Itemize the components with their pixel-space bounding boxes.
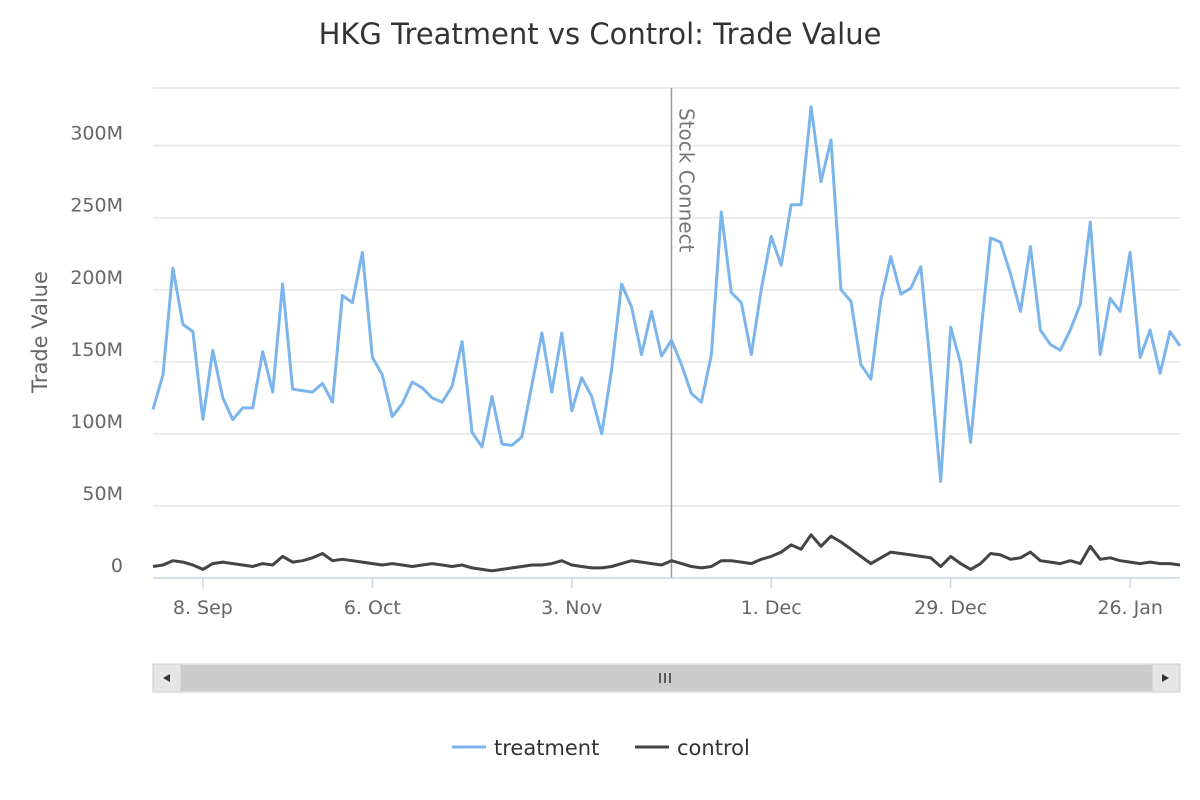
chart-title: HKG Treatment vs Control: Trade Value (319, 17, 882, 51)
x-tick-label: 26. Jan (1097, 597, 1163, 619)
scrollbar-grip-icon (659, 673, 671, 683)
x-tick-label: 6. Oct (344, 597, 401, 619)
y-axis-label: Trade Value (28, 271, 52, 394)
legend-label-control: control (677, 736, 750, 760)
y-tick-label: 100M (70, 411, 123, 433)
stock-connect-plot-line: Stock Connect (670, 88, 698, 578)
grid-lines (153, 87, 1180, 579)
y-tick-label: 250M (70, 195, 123, 217)
x-axis-ticks: 8. Sep 6. Oct 3. Nov 1. Dec 29. Dec 26. Jan (173, 578, 1163, 619)
chevron-right-icon (1162, 674, 1169, 682)
legend-label-treatment: treatment (494, 736, 599, 760)
navigator-scrollbar[interactable] (152, 663, 1181, 693)
y-tick-label: 50M (82, 483, 123, 505)
x-tick-label: 1. Dec (741, 597, 802, 619)
series-line-treatment[interactable] (151, 105, 1182, 483)
plot-line-label: Stock Connect (674, 108, 698, 253)
y-axis-ticks: 0 50M 100M 150M 200M 250M 300M (70, 123, 123, 577)
x-tick-label: 3. Nov (541, 597, 602, 619)
legend: treatment control (452, 736, 750, 760)
scrollbar-thumb[interactable] (181, 665, 1152, 691)
series-lines[interactable] (151, 105, 1182, 573)
y-tick-label: 150M (70, 339, 123, 361)
y-tick-label: 200M (70, 267, 123, 289)
y-tick-label: 300M (70, 123, 123, 145)
x-tick-label: 8. Sep (173, 597, 233, 619)
chevron-left-icon (163, 674, 170, 682)
legend-item-control[interactable]: control (635, 736, 750, 760)
x-tick-label: 29. Dec (914, 597, 987, 619)
series-line-control[interactable] (152, 533, 1181, 573)
legend-item-treatment[interactable]: treatment (452, 736, 599, 760)
y-tick-label: 0 (111, 555, 123, 577)
